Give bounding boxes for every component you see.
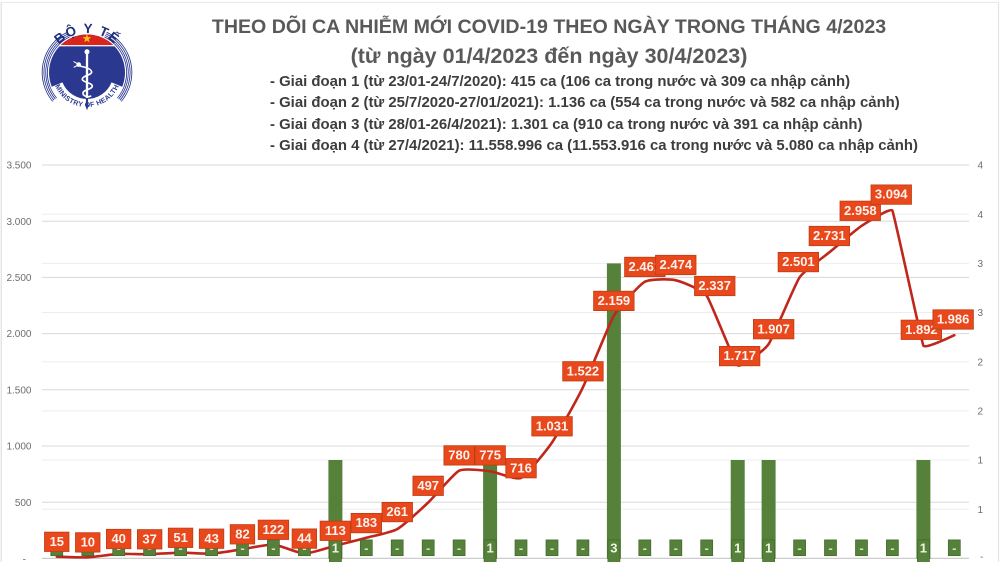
svg-text:-: -	[426, 540, 430, 555]
svg-text:-: -	[797, 540, 801, 555]
svg-text:-: -	[890, 540, 894, 555]
svg-text:82: 82	[235, 526, 249, 541]
svg-text:2.731: 2.731	[813, 228, 846, 243]
svg-text:1: 1	[486, 540, 493, 555]
svg-text:3: 3	[610, 540, 617, 555]
svg-text:1.000: 1.000	[6, 442, 31, 453]
svg-text:2.461: 2.461	[629, 259, 662, 274]
svg-text:775: 775	[479, 448, 501, 463]
svg-text:2.474: 2.474	[660, 257, 693, 272]
svg-text:-: -	[271, 540, 275, 555]
svg-text:-: -	[240, 540, 244, 555]
svg-text:-: -	[395, 540, 399, 555]
svg-text:15: 15	[50, 534, 64, 549]
svg-text:780: 780	[448, 448, 470, 463]
svg-text:1.986: 1.986	[937, 312, 970, 327]
svg-text:37: 37	[142, 531, 156, 546]
svg-text:2.159: 2.159	[598, 293, 631, 308]
svg-text:43: 43	[204, 531, 218, 546]
svg-text:-: -	[550, 540, 554, 555]
svg-text:500: 500	[15, 498, 32, 509]
svg-text:1.907: 1.907	[757, 321, 790, 336]
svg-text:-: -	[364, 540, 368, 555]
svg-text:1: 1	[765, 540, 772, 555]
svg-text:2.958: 2.958	[844, 203, 877, 218]
svg-text:-: -	[519, 540, 523, 555]
svg-text:1: 1	[978, 456, 984, 467]
svg-text:3.000: 3.000	[6, 217, 31, 228]
svg-text:3.094: 3.094	[875, 187, 908, 202]
svg-text:2.501: 2.501	[782, 254, 815, 269]
svg-text:3.500: 3.500	[6, 161, 31, 172]
svg-text:1.031: 1.031	[536, 418, 569, 433]
svg-text:-: -	[859, 540, 863, 555]
svg-text:1: 1	[734, 540, 741, 555]
svg-text:-: -	[457, 540, 461, 555]
svg-text:40: 40	[111, 531, 125, 546]
svg-text:183: 183	[355, 515, 377, 530]
svg-text:4: 4	[978, 210, 984, 221]
svg-text:44: 44	[297, 531, 312, 546]
svg-text:2: 2	[978, 357, 984, 368]
svg-text:3: 3	[978, 308, 984, 319]
svg-text:716: 716	[510, 460, 532, 475]
svg-text:497: 497	[417, 478, 439, 493]
svg-text:113: 113	[325, 523, 346, 538]
svg-text:2.337: 2.337	[698, 278, 731, 293]
svg-text:-: -	[952, 540, 956, 555]
svg-text:1: 1	[920, 540, 927, 555]
svg-text:122: 122	[263, 522, 285, 537]
svg-text:2.000: 2.000	[6, 329, 31, 340]
svg-text:1.522: 1.522	[567, 363, 600, 378]
svg-text:-: -	[23, 554, 26, 562]
svg-text:1: 1	[332, 540, 339, 555]
svg-text:-: -	[980, 552, 983, 562]
svg-text:10: 10	[81, 535, 95, 550]
svg-text:-: -	[643, 540, 647, 555]
svg-text:2: 2	[978, 407, 984, 418]
svg-text:1.500: 1.500	[6, 385, 31, 396]
svg-text:-: -	[674, 540, 678, 555]
svg-text:51: 51	[173, 530, 187, 545]
svg-text:3: 3	[978, 259, 984, 270]
svg-text:1: 1	[978, 505, 984, 516]
svg-text:2.500: 2.500	[6, 273, 31, 284]
svg-text:1.717: 1.717	[723, 348, 756, 363]
svg-text:1.892: 1.892	[905, 322, 938, 337]
svg-text:-: -	[705, 540, 709, 555]
svg-text:4: 4	[978, 161, 984, 172]
svg-text:-: -	[828, 540, 832, 555]
svg-text:-: -	[581, 540, 585, 555]
svg-text:261: 261	[386, 504, 408, 519]
